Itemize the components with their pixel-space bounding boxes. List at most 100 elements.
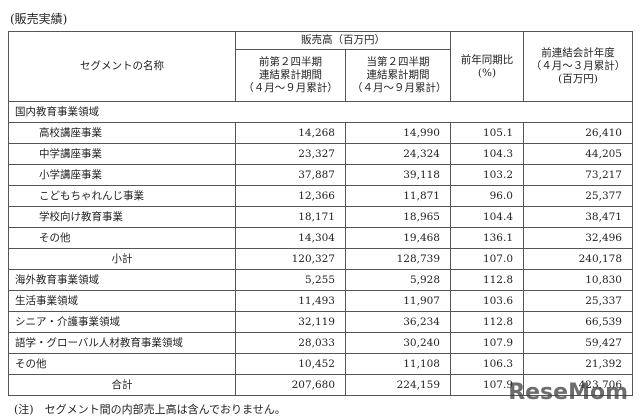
value-cell: 39,118	[345, 164, 451, 186]
value-cell: 66,539	[523, 311, 633, 333]
table-row: 語学・グローバル人材教育事業領域 28,033 30,240 107.9 59,427	[8, 332, 633, 354]
table-row: その他 10,452 11,108 106.3 21,392	[8, 353, 633, 375]
segment-name: 学校向け教育事業	[8, 206, 236, 228]
value-cell: 18,965	[345, 206, 451, 228]
value-cell: 96.0	[450, 185, 524, 207]
table-row: 小計 120,327 128,739 107.0 240,178	[8, 248, 633, 270]
header-line: （４月～３月累計）	[530, 60, 626, 72]
value-cell: 10,830	[523, 269, 633, 291]
value-cell: 38,471	[523, 206, 633, 228]
sales-table: セグメントの名称 販売高（百万円） 前年同期比 (%) 前連結会計年度 （４月～３月…	[8, 31, 633, 396]
value-cell: 224,159	[345, 374, 451, 396]
header-line: 当第２四半期	[366, 56, 430, 68]
table-row: 高校講座事業 14,268 14,990 105.1 26,410	[8, 122, 633, 144]
header-line: (百万円)	[558, 73, 598, 85]
value-cell: 103.6	[450, 290, 524, 312]
value-cell: 37,887	[235, 164, 346, 186]
value-cell: 12,366	[235, 185, 346, 207]
value-cell: 106.3	[450, 353, 524, 375]
table-row: 小学講座事業 37,887 39,118 103.2 73,217	[8, 164, 633, 186]
value-cell: 32,119	[235, 311, 346, 333]
value-cell: 18,171	[235, 206, 346, 228]
value-cell: 25,377	[523, 185, 633, 207]
value-cell: 23,327	[235, 143, 346, 165]
value-cell: 240,178	[523, 248, 633, 270]
header-line: 連結累計期間	[259, 69, 322, 81]
title: (販売実績)	[10, 12, 68, 26]
value-cell: 107.0	[450, 248, 524, 270]
value-cell: 32,496	[523, 227, 633, 249]
table-row: こどもちゃれんじ事業 12,366 11,871 96.0 25,377	[8, 185, 633, 207]
table-row: 海外教育事業領域 5,255 5,928 112.8 10,830	[8, 269, 633, 291]
header-line: 前第２四半期	[259, 56, 322, 68]
value-cell: 73,217	[523, 164, 633, 186]
table-row: 中学講座事業 23,327 24,324 104.3 44,205	[8, 143, 633, 165]
header-cell: 前年同期比 (%)	[450, 31, 524, 102]
segment-name: 小学講座事業	[8, 164, 236, 186]
segment-name: こどもちゃれんじ事業	[8, 185, 236, 207]
value-cell: 14,268	[235, 122, 346, 144]
segment-name: 合計	[8, 374, 236, 396]
header-line: 連結累計期間	[366, 69, 430, 81]
value-cell: 112.8	[450, 311, 524, 333]
value-cell: 11,907	[345, 290, 451, 312]
header-cell: 販売高（百万円）	[235, 31, 451, 50]
segment-name: 国内教育事業領域	[8, 101, 633, 123]
value-cell: 10,452	[235, 353, 346, 375]
segment-name: その他	[8, 227, 236, 249]
table-row: 国内教育事業領域	[8, 101, 633, 123]
value-cell: 120,327	[235, 248, 346, 270]
value-cell: 104.4	[450, 206, 524, 228]
segment-name: 海外教育事業領域	[8, 269, 236, 291]
value-cell: 36,234	[345, 311, 451, 333]
value-cell: 104.3	[450, 143, 524, 165]
value-cell: 5,255	[235, 269, 346, 291]
value-cell: 28,033	[235, 332, 346, 354]
segment-name: その他	[8, 353, 236, 375]
value-cell: 11,871	[345, 185, 451, 207]
value-cell: 24,324	[345, 143, 451, 165]
value-cell: 5,928	[345, 269, 451, 291]
segment-name: 中学講座事業	[8, 143, 236, 165]
value-cell: 19,468	[345, 227, 451, 249]
segment-name: 小計	[8, 248, 236, 270]
header-line: 前年同期比	[460, 53, 514, 66]
value-cell: 14,990	[345, 122, 451, 144]
value-cell: 11,493	[235, 290, 346, 312]
header-line: （４月～９月累計）	[243, 82, 338, 94]
segment-name: 語学・グローバル人材教育事業領域	[8, 332, 236, 354]
value-cell: 25,337	[523, 290, 633, 312]
header-line: (%)	[477, 66, 497, 79]
value-cell: 112.8	[450, 269, 524, 291]
value-cell: 207,680	[235, 374, 346, 396]
header-cell: 当第２四半期 連結累計期間 （４月～９月累計）	[345, 49, 451, 102]
value-cell: 107.9	[450, 374, 524, 396]
table-row: その他 14,304 19,468 136.1 32,496	[8, 227, 633, 249]
header-line: （４月～９月累計）	[352, 82, 447, 94]
footnote: (注) セグメント間の内部売上高は含んでおりません。	[14, 403, 286, 416]
value-cell: 14,304	[235, 227, 346, 249]
table-row: シニア・介護事業領域 32,119 36,234 112.8 66,539	[8, 311, 633, 333]
table-row: 生活事業領域 11,493 11,907 103.6 25,337	[8, 290, 633, 312]
header-cell: セグメントの名称	[8, 31, 236, 102]
segment-name: 生活事業領域	[8, 290, 236, 312]
value-cell: 136.1	[450, 227, 524, 249]
table-row: 合計 207,680 224,159 107.9 423,706	[8, 374, 633, 396]
header-cell: 前第２四半期 連結累計期間 （４月～９月累計）	[235, 49, 346, 102]
segment-name: シニア・介護事業領域	[8, 311, 236, 333]
header-cell: 前連結会計年度 （４月～３月累計） (百万円)	[523, 31, 633, 102]
segment-name: 高校講座事業	[8, 122, 236, 144]
value-cell: 103.2	[450, 164, 524, 186]
value-cell: 30,240	[345, 332, 451, 354]
value-cell: 107.9	[450, 332, 524, 354]
header-line: 前連結会計年度	[541, 47, 615, 59]
value-cell: 11,108	[345, 353, 451, 375]
value-cell: 44,205	[523, 143, 633, 165]
value-cell: 128,739	[345, 248, 451, 270]
value-cell: 105.1	[450, 122, 524, 144]
value-cell: 423,706	[523, 374, 633, 396]
value-cell: 59,427	[523, 332, 633, 354]
value-cell: 21,392	[523, 353, 633, 375]
table-row: 学校向け教育事業 18,171 18,965 104.4 38,471	[8, 206, 633, 228]
